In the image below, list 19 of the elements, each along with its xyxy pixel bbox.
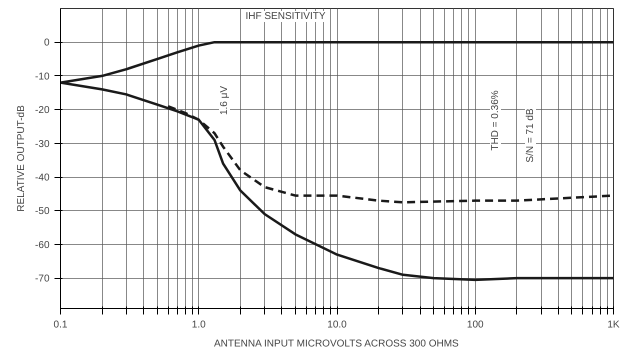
x-tick-label: 1.0 xyxy=(192,320,206,330)
y-tick-label: 0 xyxy=(44,38,50,49)
y-tick-label: -10 xyxy=(35,71,50,82)
y-tick-label: -40 xyxy=(35,172,50,184)
y-tick-label: -30 xyxy=(35,138,50,150)
x-tick-label: 100 xyxy=(466,320,484,330)
y-tick-label: -60 xyxy=(35,240,50,251)
annotation: IHF SENSITIVITY xyxy=(245,11,326,22)
y-tick-label: -70 xyxy=(35,274,50,285)
annotation: 1.6 μV xyxy=(219,86,230,116)
x-tick-label: 10.0 xyxy=(327,320,348,330)
y-axis-title: RELATIVE OUTPUT-dB xyxy=(16,104,28,212)
annotation: THD = 0.36% xyxy=(490,90,501,151)
x-tick-label: 0.1 xyxy=(54,320,68,330)
annotation: S/N = 71 dB xyxy=(525,108,536,163)
x-axis-title: ANTENNA INPUT MICROVOLTS ACROSS 300 OHMS xyxy=(214,338,460,350)
x-tick-label: 1K xyxy=(607,320,620,330)
y-tick-label: -20 xyxy=(35,105,50,116)
y-tick-label: -50 xyxy=(35,206,50,218)
